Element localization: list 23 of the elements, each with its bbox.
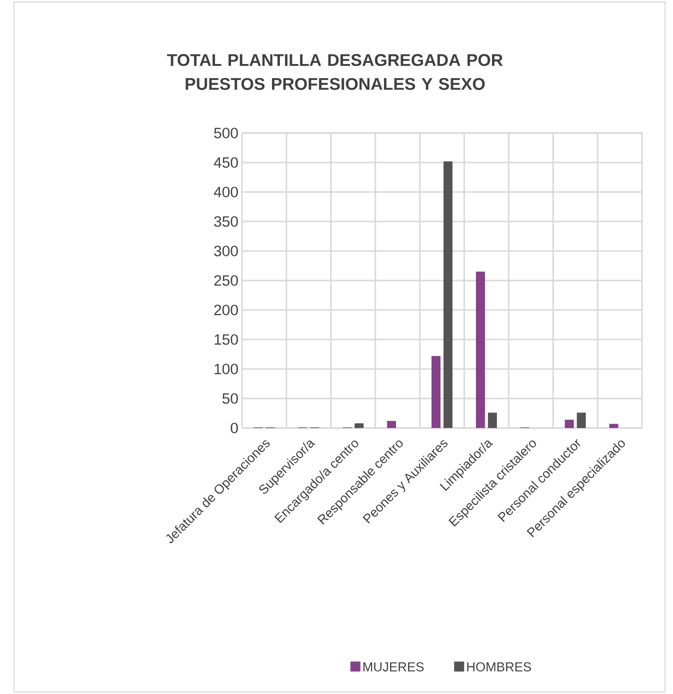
- bar: [387, 420, 396, 428]
- y-tick-label: 300: [214, 246, 238, 256]
- y-tick-label: 500: [214, 128, 238, 138]
- y-tick-label: 250: [214, 275, 238, 286]
- y-tick-label: 400: [214, 186, 238, 198]
- bar: [488, 412, 497, 428]
- legend-label: MUJERES: [363, 662, 424, 672]
- bar: [444, 161, 452, 428]
- y-tick-label: 0: [230, 422, 238, 434]
- bar: [354, 423, 364, 428]
- chart-title: TOTAL PLANTILLA DESAGREGADA POR PUESTOS PROFESIONALES Y SEXO: [167, 54, 503, 90]
- bar: [432, 356, 440, 428]
- bar: [476, 272, 485, 428]
- y-tick-label: 50: [222, 393, 238, 404]
- y-tick-label: 350: [214, 216, 238, 227]
- y-tick-label: 200: [214, 304, 238, 316]
- y-tick-label: 150: [214, 334, 238, 345]
- bar: [564, 420, 574, 428]
- bar: [609, 424, 618, 428]
- y-tick-label: 450: [214, 157, 238, 168]
- y-tick-label: 100: [214, 364, 238, 374]
- bar: [576, 412, 586, 428]
- legend-label: HOMBRES: [467, 662, 532, 672]
